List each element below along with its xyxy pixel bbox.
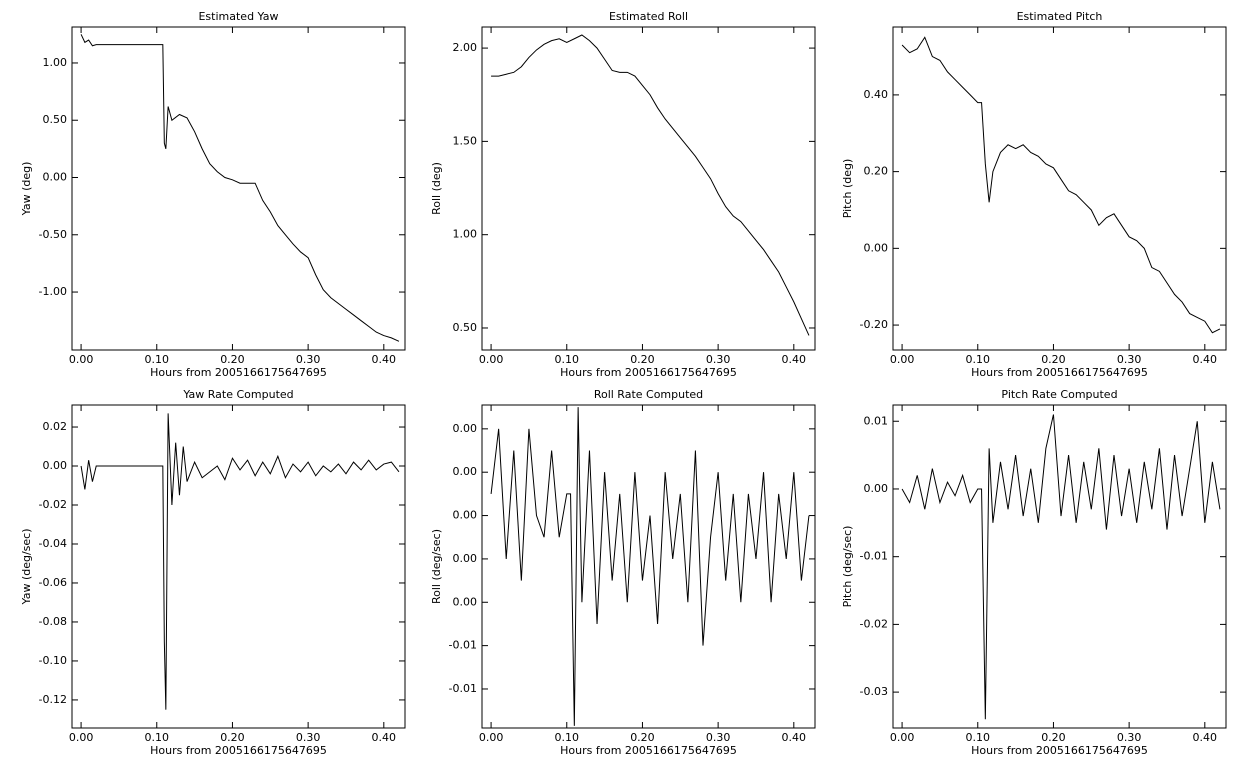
chart-title: Estimated Roll <box>609 10 688 23</box>
y-tick-label: 0.00 <box>864 482 889 495</box>
x-tick-label: 0.40 <box>782 731 807 744</box>
chart-title: Estimated Pitch <box>1017 10 1103 23</box>
chart-title: Estimated Yaw <box>198 10 278 23</box>
chart-title: Roll Rate Computed <box>594 388 703 401</box>
x-tick-label: 0.00 <box>890 731 915 744</box>
x-tick-label: 0.20 <box>1041 353 1066 366</box>
y-tick-label: 0.40 <box>864 88 889 101</box>
x-tick-label: 0.10 <box>966 731 991 744</box>
y-axis-label: Yaw (deg) <box>20 162 33 217</box>
chart-title: Pitch Rate Computed <box>1001 388 1117 401</box>
data-line <box>901 414 1221 720</box>
x-axis-label: Hours from 2005166175647695 <box>150 744 327 757</box>
y-tick-label: 0.00 <box>453 465 478 478</box>
x-tick-label: 0.00 <box>479 731 504 744</box>
y-tick-label: 0.00 <box>43 171 68 184</box>
y-tick-label: 0.00 <box>43 459 68 472</box>
x-tick-label: 0.00 <box>69 731 94 744</box>
x-tick-label: 0.20 <box>220 731 245 744</box>
data-line <box>901 36 1221 334</box>
y-tick-label: 0.00 <box>453 595 478 608</box>
y-tick-label: 1.00 <box>453 228 478 241</box>
plot-frame <box>892 26 1227 351</box>
y-tick-label: 0.00 <box>453 509 478 522</box>
x-tick-label: 0.30 <box>706 731 731 744</box>
y-tick-label: -0.08 <box>39 615 67 628</box>
y-tick-label: 0.00 <box>453 422 478 435</box>
x-axis-label: Hours from 2005166175647695 <box>971 744 1148 757</box>
x-tick-label: 0.30 <box>1117 353 1142 366</box>
plot-frame <box>71 26 406 351</box>
y-tick-label: -0.10 <box>39 654 67 667</box>
x-tick-label: 0.40 <box>1193 353 1218 366</box>
y-tick-label: -0.03 <box>860 685 888 698</box>
data-line <box>80 413 400 710</box>
x-tick-label: 0.00 <box>69 353 94 366</box>
data-line <box>80 34 400 342</box>
x-tick-label: 0.10 <box>555 353 580 366</box>
x-tick-label: 0.20 <box>630 353 655 366</box>
y-tick-label: 0.20 <box>864 165 889 178</box>
y-tick-label: 1.50 <box>453 134 478 147</box>
y-tick-label: -0.01 <box>449 639 477 652</box>
y-axis-label: Pitch (deg/sec) <box>841 526 854 608</box>
x-tick-label: 0.20 <box>630 731 655 744</box>
y-tick-label: -1.00 <box>39 285 67 298</box>
y-tick-label: -0.50 <box>39 228 67 241</box>
x-tick-label: 0.10 <box>555 731 580 744</box>
y-tick-label: -0.02 <box>860 617 888 630</box>
x-tick-label: 0.20 <box>220 353 245 366</box>
data-line <box>490 407 810 726</box>
x-tick-label: 0.30 <box>1117 731 1142 744</box>
x-tick-label: 0.40 <box>782 353 807 366</box>
y-tick-label: -0.20 <box>860 318 888 331</box>
plot-frame <box>71 404 406 729</box>
x-axis-label: Hours from 2005166175647695 <box>150 366 327 379</box>
y-axis-label: Roll (deg/sec) <box>430 529 443 604</box>
x-tick-label: 0.30 <box>296 353 321 366</box>
plot-frame <box>892 404 1227 729</box>
plot-frame <box>481 404 816 729</box>
data-line <box>491 34 810 336</box>
x-tick-label: 0.10 <box>145 353 170 366</box>
y-tick-label: 1.00 <box>43 56 68 69</box>
y-tick-label: -0.04 <box>39 537 67 550</box>
y-tick-label: 0.01 <box>864 414 889 427</box>
x-axis-label: Hours from 2005166175647695 <box>560 744 737 757</box>
y-tick-label: 2.00 <box>453 41 478 54</box>
x-tick-label: 0.00 <box>479 353 504 366</box>
y-axis-label: Yaw (deg/sec) <box>20 528 33 605</box>
x-tick-label: 0.10 <box>145 731 170 744</box>
x-tick-label: 0.40 <box>372 731 397 744</box>
x-tick-label: 0.10 <box>966 353 991 366</box>
y-tick-label: 0.00 <box>453 552 478 565</box>
chart-title: Yaw Rate Computed <box>182 388 293 401</box>
y-tick-label: 0.00 <box>864 241 889 254</box>
y-axis-label: Pitch (deg) <box>841 159 854 219</box>
x-tick-label: 0.20 <box>1041 731 1066 744</box>
x-tick-label: 0.40 <box>372 353 397 366</box>
y-tick-label: 0.50 <box>43 113 68 126</box>
y-tick-label: -0.02 <box>39 498 67 511</box>
y-tick-label: -0.01 <box>449 682 477 695</box>
x-axis-label: Hours from 2005166175647695 <box>971 366 1148 379</box>
plot-frame <box>481 26 816 351</box>
x-tick-label: 0.30 <box>706 353 731 366</box>
y-tick-label: -0.06 <box>39 576 67 589</box>
y-tick-label: -0.01 <box>860 550 888 563</box>
y-axis-label: Roll (deg) <box>430 162 443 215</box>
x-axis-label: Hours from 2005166175647695 <box>560 366 737 379</box>
y-tick-label: -0.12 <box>39 693 67 706</box>
y-tick-label: 0.02 <box>43 420 68 433</box>
x-tick-label: 0.30 <box>296 731 321 744</box>
x-tick-label: 0.40 <box>1193 731 1218 744</box>
x-tick-label: 0.00 <box>890 353 915 366</box>
y-tick-label: 0.50 <box>453 321 478 334</box>
